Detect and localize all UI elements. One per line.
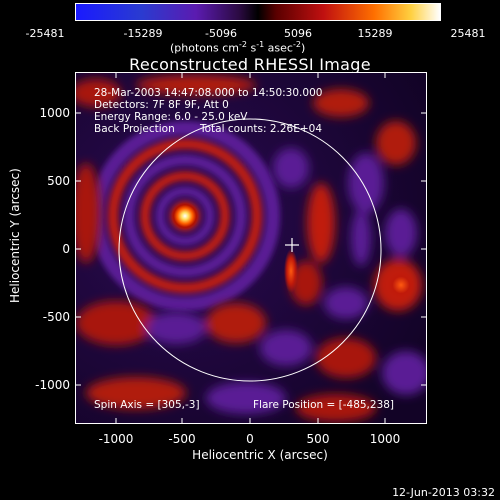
y-tick-label: -1000 — [35, 378, 70, 392]
secondary-source — [387, 271, 415, 299]
image-plot-area — [75, 72, 427, 424]
x-tick-label: 0 — [246, 432, 254, 446]
colorbar-tick: -25481 — [25, 27, 65, 40]
total-counts: Total counts: 2.26E+04 — [200, 123, 323, 135]
time-range: 28-Mar-2003 14:47:08.000 to 14:50:30.000 — [94, 87, 323, 99]
x-tick-label: 500 — [306, 432, 330, 446]
y-tick-label: 0 — [62, 242, 70, 256]
noise-blobs — [76, 75, 426, 422]
spin-axis-marker — [285, 238, 299, 252]
spin-axis-label: Spin Axis = [305,-3] — [94, 399, 200, 411]
y-tick-label: -500 — [42, 310, 70, 324]
flare-source — [171, 202, 199, 230]
colorbar-tick: 25481 — [450, 27, 486, 40]
generation-timestamp: 12-Jun-2013 03:32 — [392, 486, 495, 499]
colorbar-tick: 15289 — [357, 27, 393, 40]
x-tick-label: 1000 — [369, 432, 401, 446]
spin-axis-lobe — [284, 249, 298, 293]
colorbar-tick: -15289 — [123, 27, 163, 40]
colorbar-tick: -5096 — [205, 27, 237, 40]
detectors-info: Detectors: 7F 8F 9F, Att 0 — [94, 99, 229, 111]
y-tick-label: 500 — [47, 174, 70, 188]
x-axis-label: Heliocentric X (arcsec) — [192, 448, 328, 462]
plot-title: Reconstructed RHESSI Image — [129, 55, 371, 74]
y-axis-label: Heliocentric Y (arcsec) — [8, 168, 22, 303]
energy-range: Energy Range: 6.0 - 25.0 keV — [94, 111, 248, 123]
x-tick-label: -500 — [168, 432, 196, 446]
colorbar-tick: 5096 — [284, 27, 312, 40]
flare-position-label: Flare Position = [-485,238] — [253, 399, 395, 411]
x-tick-label: -1000 — [98, 432, 134, 446]
solar-limb-circle — [118, 118, 382, 382]
y-tick-label: 1000 — [39, 106, 70, 120]
colorbar-unit-label: (photons cm-2 s-1 asec-2) — [170, 40, 306, 55]
colorbar — [75, 3, 441, 21]
reconstruction-method: Back Projection — [94, 123, 175, 135]
